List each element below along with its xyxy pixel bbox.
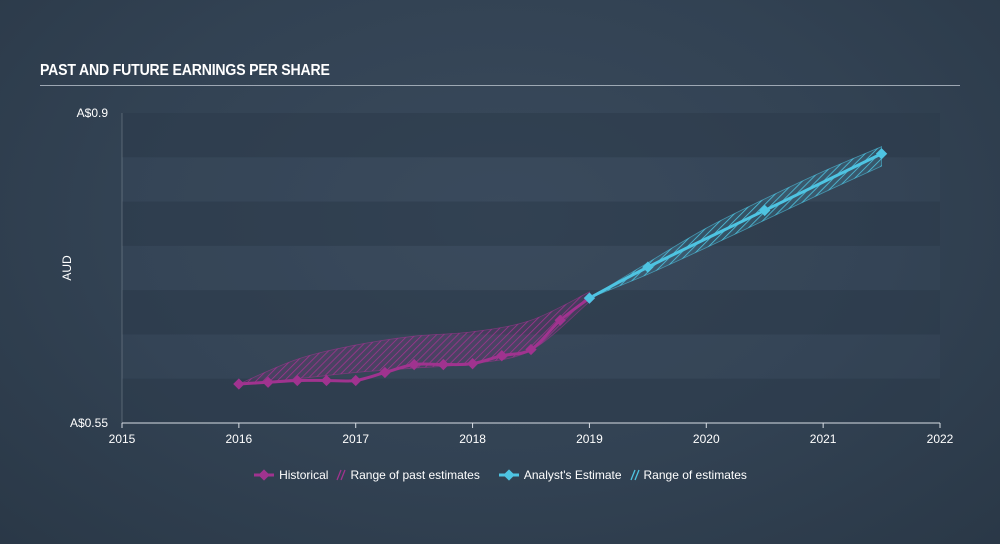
historical-point [291,374,303,387]
historical-point [350,374,362,387]
x-tick-label: 2022 [927,432,954,446]
axes [121,113,941,428]
historical-point [379,366,391,379]
plot-band [122,201,940,246]
estimate-point [642,261,654,273]
x-tick-label: 2021 [810,432,837,446]
x-tick-label: 2019 [576,432,603,446]
range-legend-icon [629,469,640,481]
legend-past-range[interactable]: Range of past estimates [336,468,480,482]
x-tick-label: 2015 [109,432,136,446]
legend-historical-label: Historical [279,468,329,482]
y-axis-label: AUD [60,255,74,281]
historical-point [262,376,274,388]
title-divider [40,85,960,86]
historical-point [437,358,450,371]
legend-range-label: Range of estimates [643,468,747,482]
legend-range[interactable]: Range of estimates [629,468,747,482]
x-tick-label: 2018 [459,432,486,446]
legend-historical[interactable]: Historical [253,468,328,482]
analyst-estimate-legend-icon [498,469,519,481]
background-bands [122,113,940,423]
historical-point [233,378,245,390]
axis-labels: 2015 2016 2017 2018 2019 2020 2021 2022 A$0.55 A$… [60,106,954,446]
plot-band [122,113,940,158]
plot-band [122,245,940,291]
x-tick-label: 2017 [342,432,369,446]
estimate-point [583,292,596,304]
historical-point [466,358,479,370]
historical-point [496,350,508,362]
historical-point [320,374,333,387]
analyst-estimate-line [587,152,884,300]
estimate-point [875,148,888,160]
legend-analyst-estimate-label: Analyst's Estimate [523,468,622,482]
historical-point [408,358,420,371]
y-tick-label: A$0.9 [77,106,109,120]
past-range-legend-icon [336,469,347,481]
estimate-point [759,204,771,217]
x-tick-label: 2016 [226,432,253,446]
historical-point [525,343,537,356]
plot-band [122,378,940,423]
legend: Historical Range of past estimates Analy… [0,468,1000,482]
legend-analyst-estimate[interactable]: Analyst's Estimate [498,468,622,482]
y-tick-label: A$0.55 [70,416,108,430]
chart-title: PAST AND FUTURE EARNINGS PER SHARE [40,62,330,79]
legend-past-range-label: Range of past estimates [350,468,480,482]
series-markers [233,148,888,390]
historical-legend-icon [254,469,275,481]
historical-point [554,314,566,326]
x-tick-label: 2020 [693,432,720,446]
